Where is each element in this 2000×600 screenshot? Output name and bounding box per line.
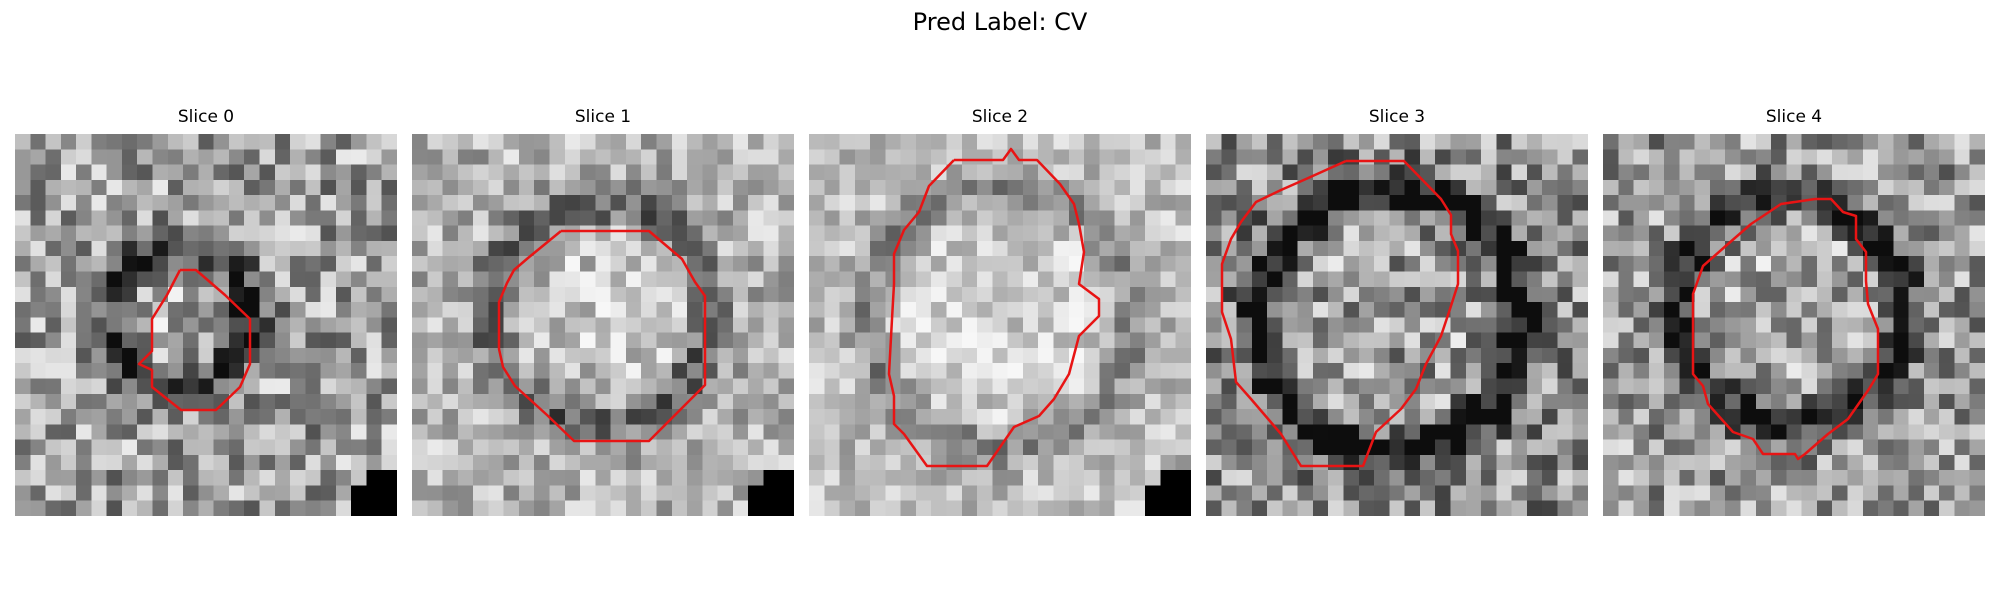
segmentation-contour: [497, 229, 707, 443]
segmentation-contour: [1220, 159, 1460, 468]
slice-image: [15, 134, 397, 516]
slice-title: Slice 0: [177, 107, 235, 127]
slice-image: [412, 134, 794, 516]
segmentation-contour: [887, 147, 1101, 468]
slice-title: Slice 4: [1765, 107, 1823, 127]
segmentation-contour: [137, 268, 252, 412]
slice-title: Slice 3: [1368, 107, 1426, 127]
figure-title: Pred Label: CV: [912, 8, 1088, 36]
slice-image: [1206, 134, 1588, 516]
slice-image: [809, 134, 1191, 516]
slice-title: Slice 2: [971, 107, 1029, 127]
slice-image: [1603, 134, 1985, 516]
slice-title: Slice 1: [574, 107, 632, 127]
segmentation-contour: [1691, 197, 1880, 461]
